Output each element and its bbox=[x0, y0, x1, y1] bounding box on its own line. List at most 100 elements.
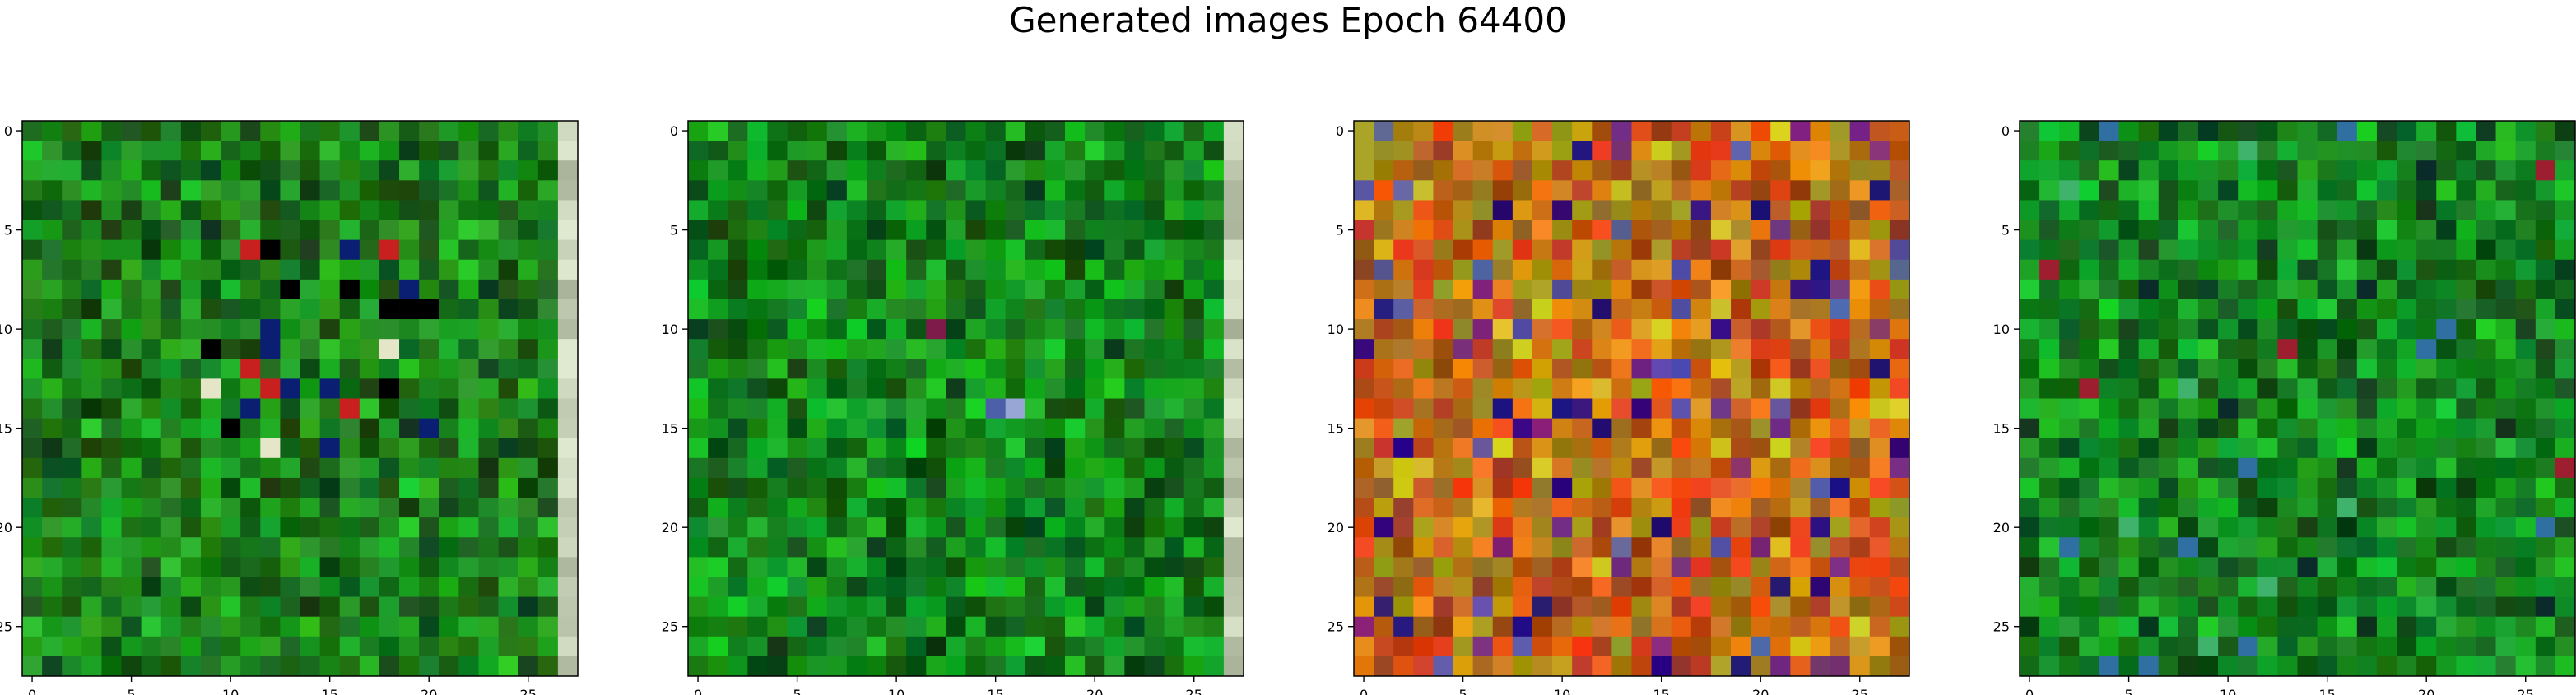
pixel-cell bbox=[1025, 616, 1046, 637]
pixel-cell bbox=[1869, 279, 1890, 300]
pixel-cell bbox=[221, 557, 241, 577]
pixel-cell bbox=[807, 398, 828, 419]
pixel-cell bbox=[2218, 537, 2239, 558]
pixel-cell bbox=[2456, 577, 2476, 597]
pixel-cell bbox=[1770, 418, 1791, 439]
pixel-cell bbox=[1453, 160, 1473, 181]
pixel-cell bbox=[1869, 596, 1890, 618]
pixel-cell bbox=[1104, 160, 1125, 181]
pixel-cell bbox=[1790, 577, 1811, 597]
pixel-cell bbox=[141, 457, 162, 479]
pixel-cell bbox=[339, 656, 360, 677]
pixel-cell bbox=[688, 279, 709, 300]
pixel-cell bbox=[787, 259, 807, 280]
pixel-cell bbox=[2238, 339, 2258, 359]
pixel-cell bbox=[319, 200, 341, 220]
pixel-cell bbox=[2218, 477, 2239, 498]
pixel-cell bbox=[1830, 596, 1851, 618]
pixel-cell bbox=[160, 517, 182, 538]
pixel-cell bbox=[2416, 239, 2437, 261]
pixel-cell bbox=[439, 319, 459, 340]
pixel-cell bbox=[1651, 279, 1672, 300]
pixel-cell bbox=[2257, 577, 2278, 597]
pixel-cell bbox=[1354, 398, 1374, 419]
pixel-cell bbox=[537, 537, 559, 558]
pixel-cell bbox=[141, 636, 162, 657]
pixel-cell bbox=[906, 557, 927, 577]
pixel-cell bbox=[846, 517, 867, 538]
pixel-cell bbox=[728, 319, 748, 340]
pixel-cell bbox=[2356, 259, 2378, 280]
pixel-cell bbox=[260, 596, 281, 618]
pixel-cell bbox=[1532, 239, 1553, 261]
pixel-cell bbox=[728, 200, 748, 220]
pixel-cell bbox=[1651, 220, 1672, 240]
pixel-cell bbox=[458, 557, 479, 577]
pixel-cell bbox=[498, 418, 519, 439]
x-tick-label: 10 bbox=[2220, 687, 2236, 695]
pixel-cell bbox=[339, 498, 360, 518]
pixel-cell bbox=[2555, 517, 2576, 538]
pixel-cell bbox=[2020, 160, 2040, 181]
pixel-cell bbox=[2555, 378, 2576, 399]
pixel-cell bbox=[1512, 299, 1533, 320]
pixel-cell bbox=[2535, 359, 2556, 379]
pixel-cell bbox=[2158, 596, 2179, 618]
pixel-cell bbox=[985, 418, 1007, 439]
pixel-cell bbox=[1453, 180, 1473, 201]
pixel-cell bbox=[1790, 239, 1811, 261]
pixel-cell bbox=[1472, 517, 1494, 538]
pixel-cell bbox=[2197, 398, 2219, 419]
pixel-cell bbox=[2039, 279, 2060, 300]
pixel-cell bbox=[2515, 517, 2536, 538]
pixel-cell bbox=[81, 577, 102, 597]
pixel-cell bbox=[280, 279, 300, 300]
pixel-cell bbox=[1433, 141, 1453, 161]
pixel-cell bbox=[2079, 636, 2099, 657]
pixel-cell bbox=[1085, 319, 1105, 340]
pixel-cell bbox=[2476, 636, 2496, 657]
pixel-cell bbox=[1433, 299, 1453, 320]
pixel-cell bbox=[2495, 498, 2517, 518]
pixel-cell bbox=[2476, 537, 2496, 558]
pixel-cell bbox=[2436, 577, 2457, 597]
pixel-cell bbox=[2218, 616, 2239, 637]
pixel-cell bbox=[2178, 438, 2199, 459]
pixel-cell bbox=[2099, 418, 2119, 439]
pixel-cell bbox=[1453, 457, 1473, 479]
pixel-cell bbox=[1651, 537, 1672, 558]
pixel-cell bbox=[319, 418, 341, 439]
pixel-cell bbox=[2099, 517, 2119, 538]
pixel-cell bbox=[1731, 438, 1751, 459]
pixel-cell bbox=[2535, 477, 2556, 498]
pixel-cell bbox=[2178, 498, 2199, 518]
pixel-cell bbox=[1413, 239, 1434, 261]
pixel-cell bbox=[2297, 299, 2318, 320]
pixel-cell bbox=[1223, 656, 1244, 677]
pixel-cell bbox=[1671, 220, 1692, 240]
pixel-cell bbox=[22, 477, 43, 498]
pixel-cell bbox=[458, 398, 479, 419]
pixel-cell bbox=[2317, 498, 2338, 518]
pixel-cell bbox=[1044, 577, 1066, 597]
pixel-cell bbox=[1512, 339, 1533, 359]
pixel-cell bbox=[2416, 160, 2437, 181]
pixel-cell bbox=[2118, 398, 2139, 419]
pixel-cell bbox=[2416, 279, 2437, 300]
pixel-cell bbox=[2535, 517, 2556, 538]
pixel-cell bbox=[1710, 438, 1732, 459]
pixel-cell bbox=[121, 279, 142, 300]
pixel-cell bbox=[2118, 418, 2139, 439]
pixel-cell bbox=[2456, 220, 2476, 240]
pixel-cell bbox=[1492, 537, 1514, 558]
pixel-cell bbox=[1164, 557, 1185, 577]
pixel-cell bbox=[728, 279, 748, 300]
pixel-cell bbox=[42, 160, 63, 181]
pixel-cell bbox=[2197, 359, 2219, 379]
pixel-cell bbox=[1651, 557, 1672, 577]
pixel-cell bbox=[2297, 180, 2318, 201]
pixel-cell bbox=[200, 398, 221, 419]
pixel-cell bbox=[280, 259, 300, 280]
pixel-cell bbox=[1085, 359, 1105, 379]
